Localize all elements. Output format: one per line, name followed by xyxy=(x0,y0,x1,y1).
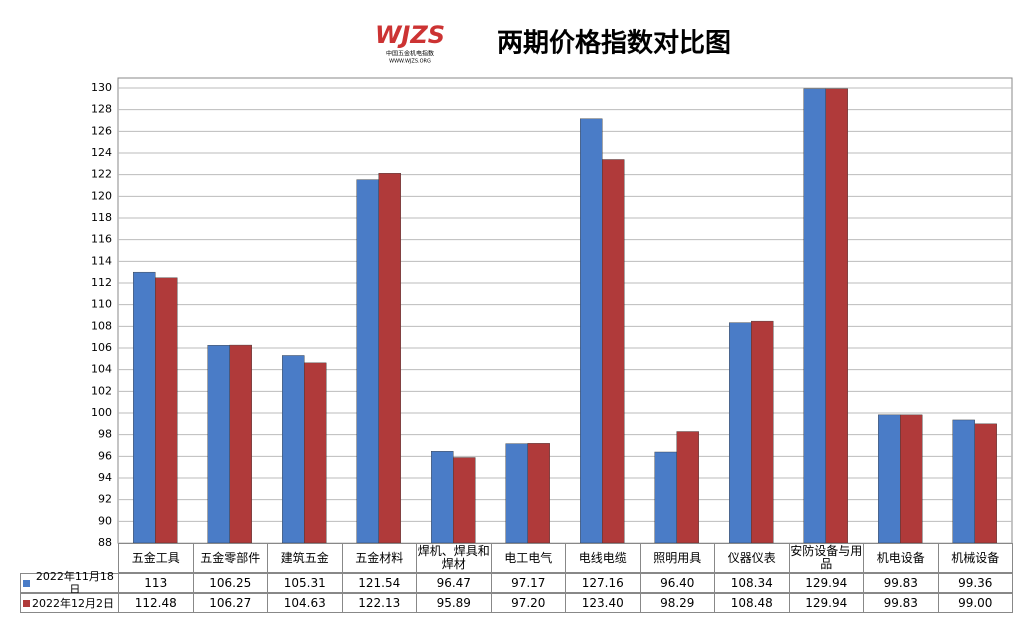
value-label: 106.27 xyxy=(192,593,268,613)
legend-swatch xyxy=(23,599,30,607)
y-tick-label: 102 xyxy=(91,384,112,397)
bar xyxy=(974,423,997,544)
bar xyxy=(431,451,454,544)
category-label: 五金工具 xyxy=(118,543,194,573)
bar xyxy=(207,345,230,544)
value-label: 121.54 xyxy=(341,573,417,593)
y-tick-label: 88 xyxy=(98,536,112,549)
y-tick-label: 96 xyxy=(98,449,112,462)
y-tick-label: 122 xyxy=(91,168,112,181)
value-label: 104.63 xyxy=(267,593,343,613)
value-label: 97.17 xyxy=(490,573,566,593)
bar xyxy=(282,355,305,544)
y-tick-label: 92 xyxy=(98,493,112,506)
y-tick-label: 120 xyxy=(91,189,112,202)
y-tick-label: 100 xyxy=(91,406,112,419)
category-label: 焊机、焊具和焊材 xyxy=(416,543,492,573)
value-label: 95.89 xyxy=(416,593,492,613)
bar xyxy=(580,118,603,544)
y-tick-label: 98 xyxy=(98,428,112,441)
value-label: 113 xyxy=(118,573,194,593)
bar xyxy=(356,179,379,544)
value-label: 129.94 xyxy=(788,573,864,593)
chart-title: 两期价格指数对比图 xyxy=(497,28,731,59)
plot-area xyxy=(117,77,1013,544)
bar xyxy=(900,414,923,544)
logo-mark: WJZS xyxy=(375,21,445,49)
value-label: 99.36 xyxy=(937,573,1013,593)
value-label: 106.25 xyxy=(192,573,268,593)
value-label: 108.34 xyxy=(714,573,790,593)
category-label: 仪器仪表 xyxy=(714,543,790,573)
value-label: 108.48 xyxy=(714,593,790,613)
y-tick-label: 112 xyxy=(91,276,112,289)
bar xyxy=(155,277,178,544)
value-label: 99.83 xyxy=(863,573,939,593)
legend-entry: 2022年11月18日 xyxy=(20,570,119,596)
bar xyxy=(751,320,774,544)
bar xyxy=(803,88,826,544)
y-tick-label: 128 xyxy=(91,103,112,116)
value-label: 97.20 xyxy=(490,593,566,613)
legend-swatch xyxy=(23,579,30,587)
category-label: 安防设备与用品 xyxy=(788,543,864,573)
category-label: 照明用具 xyxy=(639,543,715,573)
bar xyxy=(505,443,528,544)
logo-url: WWW.WJZS.ORG xyxy=(389,59,431,65)
bar xyxy=(378,173,401,544)
y-tick-label: 126 xyxy=(91,124,112,137)
y-tick-label: 114 xyxy=(91,254,112,267)
y-tick-label: 106 xyxy=(91,341,112,354)
bar xyxy=(133,271,156,544)
value-label: 122.13 xyxy=(341,593,417,613)
value-label: 99.83 xyxy=(863,593,939,613)
legend-label: 2022年11月18日 xyxy=(35,570,114,596)
y-tick-label: 116 xyxy=(91,233,112,246)
category-label: 五金零部件 xyxy=(192,543,268,573)
category-label: 电线电缆 xyxy=(565,543,641,573)
bar xyxy=(729,322,752,544)
category-label: 电工电气 xyxy=(490,543,566,573)
bar xyxy=(527,443,550,544)
value-label: 96.40 xyxy=(639,573,715,593)
y-tick-label: 94 xyxy=(98,471,112,484)
bar xyxy=(304,362,327,544)
legend-label: 2022年12月2日 xyxy=(32,596,114,610)
value-label: 96.47 xyxy=(416,573,492,593)
category-label: 建筑五金 xyxy=(267,543,343,573)
value-label: 127.16 xyxy=(565,573,641,593)
bar xyxy=(654,451,677,544)
bar xyxy=(676,431,699,544)
bar xyxy=(952,419,975,544)
y-tick-label: 108 xyxy=(91,319,112,332)
y-tick-label: 104 xyxy=(91,363,112,376)
category-label: 机械设备 xyxy=(937,543,1013,573)
y-tick-label: 124 xyxy=(91,146,112,159)
value-label: 123.40 xyxy=(565,593,641,613)
category-label: 五金材料 xyxy=(341,543,417,573)
value-label: 98.29 xyxy=(639,593,715,613)
bar xyxy=(825,88,848,544)
category-label: 机电设备 xyxy=(863,543,939,573)
value-label: 105.31 xyxy=(267,573,343,593)
value-label: 112.48 xyxy=(118,593,194,613)
y-tick-label: 90 xyxy=(98,514,112,527)
bar xyxy=(229,344,252,544)
y-tick-label: 130 xyxy=(91,81,112,94)
bar xyxy=(602,159,625,544)
bar xyxy=(878,414,901,544)
value-label: 99.00 xyxy=(937,593,1013,613)
y-tick-label: 110 xyxy=(91,298,112,311)
value-label: 129.94 xyxy=(788,593,864,613)
legend-entry: 2022年12月2日 xyxy=(20,593,119,613)
logo-name: 中国五金机电指数 xyxy=(386,50,434,58)
y-tick-label: 118 xyxy=(91,211,112,224)
bar xyxy=(453,457,476,544)
